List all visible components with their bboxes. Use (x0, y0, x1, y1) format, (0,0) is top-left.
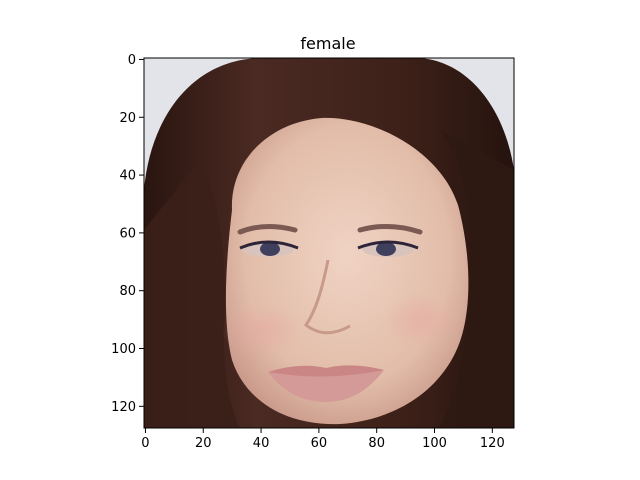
axes-frame (143, 57, 515, 429)
left-cheek (222, 302, 302, 358)
right-iris (376, 242, 396, 256)
hair-right-strand (440, 130, 514, 428)
right-eyelid (357, 240, 419, 250)
y-tick-label: 20 (119, 111, 136, 126)
y-tick-label: 0 (128, 53, 136, 68)
x-tick-label: 120 (480, 436, 505, 451)
y-axis: 0 20 40 60 80 100 120 (111, 53, 144, 415)
y-tick-label: 120 (111, 400, 136, 415)
nose (303, 259, 351, 335)
right-eyebrow (357, 224, 423, 235)
y-tick-label: 100 (111, 342, 136, 357)
left-eyelid (239, 240, 299, 250)
face-image (144, 58, 514, 428)
x-axis: 0 20 40 60 80 100 120 (141, 428, 505, 451)
chart-title: female (300, 34, 355, 53)
x-tick-label: 20 (195, 436, 212, 451)
x-tick-label: 80 (368, 436, 385, 451)
x-tick-label: 60 (311, 436, 328, 451)
y-tick-label: 60 (119, 226, 136, 241)
lower-lip (268, 370, 384, 402)
left-iris (260, 242, 280, 256)
x-tick-label: 100 (422, 436, 447, 451)
hair-left-strand (144, 160, 240, 428)
y-tick-label: 80 (119, 284, 136, 299)
x-tick-label: 0 (141, 436, 149, 451)
x-tick-label: 40 (253, 436, 270, 451)
y-tick-label: 40 (119, 169, 136, 184)
left-eyebrow (237, 224, 298, 235)
right-cheek (382, 292, 458, 348)
